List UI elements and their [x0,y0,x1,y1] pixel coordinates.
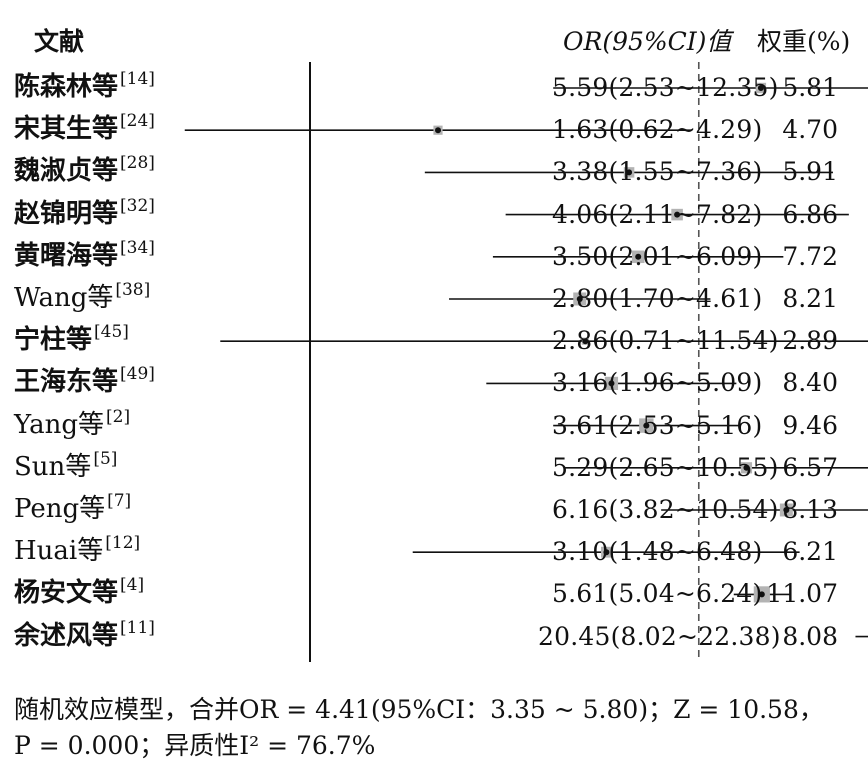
point-estimate [643,422,650,429]
study-name: 王海东等 [14,367,119,398]
study-label: 黄曙海等 [34] [14,239,155,271]
study-name: 黄曙海等 [14,240,119,271]
study-label: Yang等 [2] [14,408,130,440]
or-column-header: OR(95%CI)值 [563,27,732,56]
summary-line-2: P = 0.000；异质性I² = 76.7% [14,731,376,760]
point-estimate [626,169,633,176]
study-reference: [12] [105,533,141,554]
study-name: 杨安文等 [14,578,119,609]
study-reference: [2] [106,406,131,427]
point-estimate [603,549,610,556]
weight-value: 7.72 [782,241,838,271]
or-ci-value: 5.61(5.04~6.24) [552,579,763,609]
study-name: 宁柱等 [14,325,93,356]
or-ci-value: 20.45(8.02~22.38) [538,621,781,651]
study-label: 陈森林等 [14] [14,71,155,102]
weight-value: 8.13 [782,495,838,524]
point-estimate [674,211,681,218]
study-name: Sun等 [14,451,92,482]
or-ci-value: 3.10(1.48~6.48) [552,537,763,567]
weight-value: 9.46 [782,410,838,440]
weight-value: 6.21 [782,537,838,567]
study-name: 余述风等 [14,620,119,651]
or-ci-value: 3.61(2.53~5.16) [552,410,763,440]
or-ci-value: 6.16(3.82~10.54) [552,495,779,524]
summary-line-1: 随机效应模型，合并OR = 4.41(95%CI：3.35 ~ 5.80)；Z … [14,695,824,724]
point-estimate [582,338,589,345]
point-estimate [743,464,750,471]
study-reference: [28] [120,153,155,174]
weight-value: 8.40 [782,368,838,398]
study-reference: [7] [107,491,132,511]
study-label: 杨安文等 [4] [14,577,144,609]
weight-value: 11.07 [766,579,838,609]
study-label: Huai等 [12] [14,535,140,567]
study-reference: [4] [120,575,145,596]
study-reference: [38] [115,280,151,300]
point-estimate [435,127,442,134]
study-name: 陈森林等 [14,72,119,102]
or-ci-value: 5.59(2.53~12.35) [552,73,779,102]
study-reference: [14] [120,69,155,89]
point-estimate [783,507,790,513]
point-estimate [576,296,583,302]
weight-value: 8.21 [782,284,838,313]
weight-value: 5.91 [782,157,838,187]
or-ci-value: 3.50(2.01~6.09) [552,241,763,271]
or-ci-value: 2.80(1.70~4.61) [552,284,763,313]
or-ci-value: 2.86(0.71~11.54) [552,326,779,356]
study-label: 余述风等 [11] [14,619,155,651]
study-label: 王海东等 [49] [14,366,155,398]
study-name: Yang等 [14,409,105,440]
weight-value: 4.70 [782,115,838,145]
point-estimate [635,253,642,260]
study-name: Huai等 [14,536,104,567]
study-name: 赵锦明等 [14,198,119,229]
study-name: Peng等 [14,494,106,524]
study-reference: [32] [120,195,155,216]
study-label: Sun等 [5] [14,450,117,482]
study-label: Wang等 [38] [14,282,150,313]
study-label: 宋其生等 [24] [14,113,155,145]
study-label: 魏淑贞等 [28] [14,155,155,187]
study-label: 赵锦明等 [32] [14,197,155,229]
point-estimate [757,85,764,91]
study-column-header: 文献 [34,27,85,56]
study-reference: [24] [120,111,155,132]
study-reference: [5] [93,448,118,469]
weight-column-header: 权重(%) [757,27,851,56]
study-label: 宁柱等 [45] [14,324,129,356]
study-reference: [49] [120,364,155,385]
study-name: 宋其生等 [14,114,119,145]
study-reference: [34] [120,237,155,258]
study-reference: [45] [94,322,129,343]
or-ci-value: 4.06(2.11~7.82) [552,199,763,229]
or-ci-value: 3.38(1.55~7.36) [552,157,763,187]
study-reference: [11] [120,617,155,638]
weight-value: 8.08 [782,621,838,651]
study-name: Wang等 [14,283,114,313]
weight-value: 5.81 [782,73,838,102]
or-ci-value: 1.63(0.62~4.29) [552,115,763,145]
point-estimate [758,591,765,598]
weight-value: 6.86 [782,199,838,229]
or-ci-value: 3.16(1.96~5.09) [552,368,763,398]
weight-value: 6.57 [782,452,838,482]
point-estimate [608,380,615,387]
or-ci-value: 5.29(2.65~10.55) [552,452,779,482]
study-name: 魏淑贞等 [14,156,119,187]
study-label: Peng等 [7] [14,493,131,524]
weight-value: 2.89 [782,326,838,356]
